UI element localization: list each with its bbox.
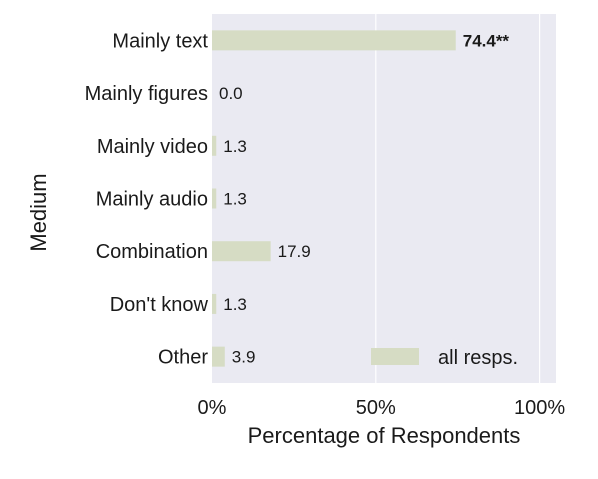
- legend-label: all resps.: [438, 347, 518, 369]
- category-label-4: Combination: [96, 241, 208, 263]
- bar-0: [212, 30, 456, 51]
- bars: [212, 30, 456, 367]
- category-label-1: Mainly figures: [85, 83, 208, 105]
- plot-background: [212, 14, 556, 383]
- category-label-5: Don't know: [110, 294, 209, 316]
- value-label-5: 1.3: [223, 295, 247, 314]
- category-labels: Mainly text Mainly figures Mainly video Mai…: [85, 30, 209, 368]
- bar-3: [212, 188, 217, 209]
- value-labels: 74.4** 0.0 1.3 1.3 17.9 1.3 3.9: [219, 31, 509, 366]
- x-tick-label-0: 0%: [198, 397, 227, 419]
- x-tick-label-100: 100%: [514, 397, 565, 419]
- legend-swatch: [371, 348, 419, 365]
- x-tick-labels: 0% 50% 100%: [198, 397, 566, 419]
- bar-2: [212, 135, 217, 156]
- bar-4: [212, 241, 271, 262]
- x-axis-title: Percentage of Respondents: [248, 423, 521, 448]
- category-label-6: Other: [158, 347, 208, 369]
- bar-5: [212, 293, 217, 314]
- value-label-3: 1.3: [223, 190, 247, 209]
- category-label-0: Mainly text: [112, 30, 208, 52]
- value-label-1: 0.0: [219, 84, 243, 103]
- legend: all resps.: [371, 347, 518, 369]
- value-label-6: 3.9: [232, 348, 256, 367]
- value-label-0: 74.4**: [463, 31, 510, 50]
- value-label-4: 17.9: [278, 242, 311, 261]
- x-tick-label-50: 50%: [356, 397, 396, 419]
- y-axis-title: Medium: [26, 173, 51, 251]
- grid-lines: [375, 14, 541, 383]
- bar-6: [212, 346, 225, 367]
- category-label-2: Mainly video: [97, 136, 208, 158]
- category-label-3: Mainly audio: [96, 189, 208, 211]
- value-label-2: 1.3: [223, 137, 247, 156]
